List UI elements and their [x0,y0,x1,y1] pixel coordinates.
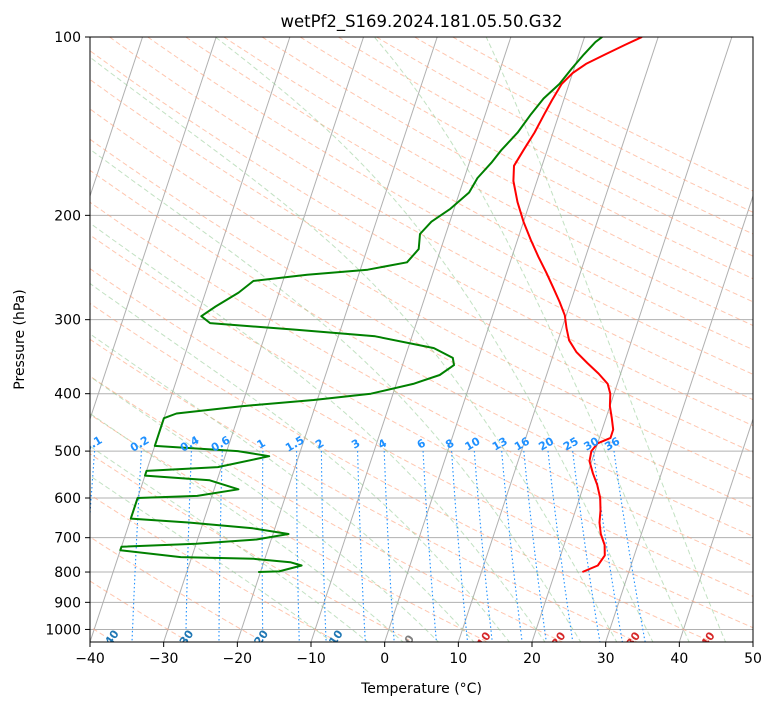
temperature-trace [512,37,643,573]
dry-adiabat-line [90,234,753,597]
x-tick-label: 30 [597,651,615,667]
moist-adiabat-line [485,37,727,642]
x-tick-label: −40 [75,651,105,667]
y-tick-label: 600 [54,491,81,507]
y-tick-label: 700 [54,531,81,547]
adiabat-label: 0 [402,632,417,646]
dry-adiabat-line [90,50,753,427]
isotherm-line [236,37,438,642]
mixing-ratio-line [357,451,366,642]
y-tick-label: 400 [54,387,81,403]
moist-adiabat-line [90,475,333,642]
y-tick-label: 100 [54,30,81,46]
moist-adiabat-line [90,375,440,642]
background-lines [90,37,753,642]
y-tick-label: 1000 [45,622,81,638]
mixing-ratio-line [320,451,327,642]
isotherm-line [163,37,365,642]
y-tick-label: 900 [54,595,81,611]
axes: −40 −30 −20 −10 0 10 20 30 40 50 100 200 300 400 500 60… [45,30,762,667]
plot-area: 0.10.20.40.611.52346810131620253036-100-… [90,37,753,646]
dry-adiabat-line [90,302,712,642]
mixing-ratio-line [473,451,493,642]
mixing-ratio-line [422,451,437,642]
mixing-ratio-line [261,451,264,642]
dry-adiabat-line [90,536,264,642]
x-tick-label: −20 [223,651,253,667]
y-tick-label: 500 [54,444,81,460]
dry-adiabat-line [338,37,753,257]
x-tick-label: −10 [296,651,326,667]
dry-adiabat-line [90,108,753,481]
dewpoint-trace [119,37,603,573]
x-tick-label: 40 [670,651,688,667]
isotherm-line [90,37,291,642]
x-axis-title: Temperature (°C) [360,681,482,697]
moist-adiabat-line [90,333,475,642]
y-tick-label: 300 [54,313,81,329]
y-tick-label: 800 [54,565,81,581]
mixing-ratio-line [451,451,469,642]
isotherm-line [90,37,217,421]
mixing-ratio-line [218,451,223,642]
dry-adiabat-line [90,268,753,629]
dry-adiabat-line [147,37,753,375]
isotherm-line [457,37,659,642]
moist-adiabat-line [90,56,618,642]
x-tick-label: 0 [380,651,389,667]
mixing-ratio-line [523,451,547,642]
dry-adiabat-line [185,37,753,351]
moist-adiabat-line [215,37,654,642]
x-tick-label: −30 [149,651,179,667]
mixing-ratio-line [547,451,574,642]
dry-adiabat-line [261,37,753,303]
dry-adiabat-line [90,138,753,509]
dry-adiabat-line [90,78,753,453]
isotherm-line [605,194,753,642]
x-tick-label: 10 [449,651,467,667]
moist-adiabat-line [90,412,404,642]
moist-adiabat-line [90,222,546,642]
plot-frame [89,36,754,643]
isotherm-line [384,37,586,642]
mixing-ratio-line [383,451,395,642]
moist-adiabat-line [90,445,369,642]
mixing-ratio-line [185,451,192,642]
isotherm-line [531,37,733,642]
sounding-traces [119,37,643,573]
chart-title: wetPf2_S169.2024.181.05.50.G32 [280,12,562,32]
isotherm-line [678,417,753,642]
dry-adiabat-line [90,201,753,567]
moist-adiabat-line [373,37,690,642]
y-axis-title: Pressure (hPa) [12,289,28,389]
mixing-ratio-line [572,451,601,642]
dry-adiabat-line [90,494,339,642]
isotherm-line [90,37,144,198]
dry-adiabat-line [414,37,753,213]
x-tick-label: 50 [744,651,762,667]
mixing-ratio-line [592,451,623,642]
moist-adiabat-line [90,282,511,642]
mixing-ratio-line [501,451,523,642]
y-tick-label: 200 [54,208,81,224]
mixing-ratio-line [131,451,142,642]
x-tick-label: 20 [523,651,541,667]
dry-adiabat-line [109,37,753,401]
